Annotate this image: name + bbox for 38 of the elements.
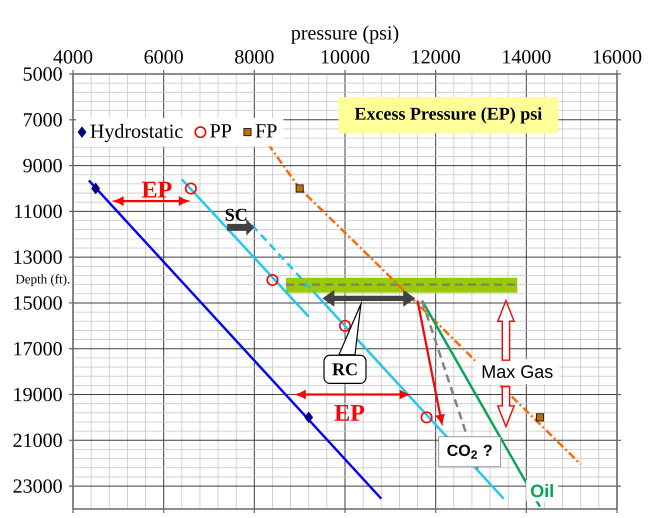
x-tick-label: 8000 — [235, 50, 274, 64]
x-tick-label: 16000 — [594, 50, 642, 64]
x-tick-label: 14000 — [503, 50, 551, 64]
y-tick-label: 7000 — [24, 113, 62, 127]
annotation: EP — [334, 404, 364, 421]
y-tick-label: 11000 — [15, 204, 62, 218]
annotation: Max Gas — [482, 365, 553, 378]
annotation: SC — [226, 208, 246, 221]
y-tick-label: 17000 — [14, 342, 62, 356]
point — [296, 184, 304, 192]
legend-label: FP — [256, 124, 277, 138]
y-tick-label: 9000 — [23, 158, 62, 172]
x-tick-label: 4000 — [53, 50, 92, 64]
y-axis-title: Depth (ft). — [16, 274, 70, 286]
y-tick-label: 5000 — [24, 67, 62, 81]
x-tick-label: 12000 — [412, 50, 460, 64]
text: Excess Pressure (EP) psi — [354, 107, 542, 124]
point — [91, 182, 100, 194]
point — [184, 182, 197, 194]
y-tick-label: 19000 — [14, 388, 62, 402]
annotation: RC — [332, 363, 357, 376]
annotation: CO$_{2}$ ? — [447, 444, 492, 459]
point — [339, 320, 351, 332]
annotation: Oil — [530, 484, 553, 498]
x-axis-title: pressure (psi) — [291, 26, 398, 44]
x-tick-label: 6000 — [144, 50, 183, 64]
y-tick-label: 15000 — [14, 296, 62, 310]
y-tick-label: 21000 — [13, 434, 62, 448]
legend-label: Hydrostatic — [90, 124, 183, 142]
y-tick-label: 23000 — [13, 479, 62, 493]
point — [266, 274, 278, 286]
y-tick-label: 13000 — [14, 250, 62, 264]
legend-label: PP — [210, 124, 232, 138]
point — [420, 411, 433, 424]
annotation: EP — [142, 182, 172, 198]
point — [304, 412, 314, 424]
point — [536, 413, 544, 422]
x-tick-label: 10000 — [322, 50, 370, 64]
